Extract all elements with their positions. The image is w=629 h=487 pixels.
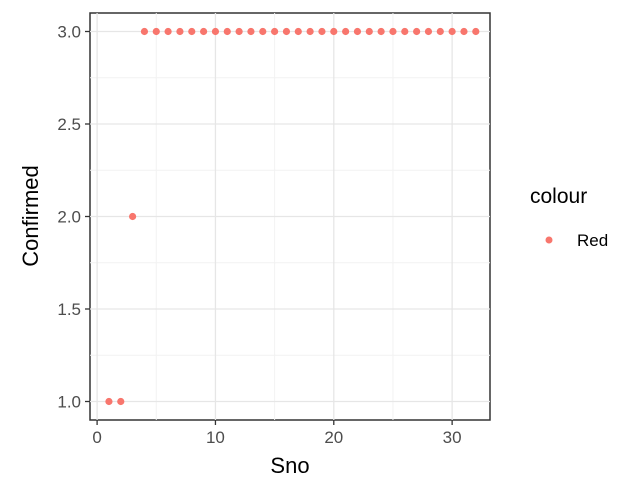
legend-title: colour xyxy=(530,185,587,208)
data-point xyxy=(164,27,172,36)
data-point xyxy=(211,27,220,36)
y-axis-ticks: 1.0 1.5 2.0 2.5 3.0 xyxy=(57,23,90,412)
x-axis-ticks: 0 10 20 30 xyxy=(92,420,462,447)
data-point xyxy=(330,27,338,36)
data-point xyxy=(259,27,267,36)
data-point xyxy=(129,212,137,221)
data-point xyxy=(389,27,397,36)
x-tick-label: 20 xyxy=(324,428,343,447)
data-point xyxy=(413,27,421,36)
data-point xyxy=(294,27,302,36)
data-point xyxy=(105,397,113,406)
data-point xyxy=(460,27,468,36)
data-point xyxy=(306,27,314,36)
legend-label-red: Red xyxy=(577,231,608,250)
data-point xyxy=(223,27,231,36)
x-tick-label: 0 xyxy=(92,428,101,447)
data-point xyxy=(318,27,326,36)
grid-major xyxy=(90,13,490,420)
data-point xyxy=(353,27,362,36)
y-axis-title: Confirmed xyxy=(18,165,43,266)
y-tick-label: 2.5 xyxy=(57,115,81,134)
data-point xyxy=(117,397,125,406)
data-point xyxy=(152,27,160,36)
data-point xyxy=(176,27,184,36)
data-point xyxy=(436,27,444,36)
data-point xyxy=(271,27,279,36)
data-point xyxy=(377,27,385,36)
data-point xyxy=(140,27,149,36)
data-point xyxy=(342,27,350,36)
x-tick-label: 10 xyxy=(206,428,225,447)
legend-key-red xyxy=(545,236,553,244)
data-point xyxy=(365,27,373,36)
data-point xyxy=(235,27,243,36)
data-points xyxy=(105,27,480,406)
data-point xyxy=(472,27,480,36)
data-point xyxy=(188,27,196,36)
x-tick-label: 30 xyxy=(443,428,462,447)
data-point xyxy=(247,27,255,36)
grid-minor xyxy=(90,13,490,420)
data-point xyxy=(424,27,433,36)
y-tick-label: 1.0 xyxy=(57,393,81,412)
y-tick-label: 1.5 xyxy=(57,300,81,319)
data-point xyxy=(401,27,409,36)
data-point xyxy=(200,27,208,36)
y-tick-label: 2.0 xyxy=(57,208,81,227)
legend: colour Red xyxy=(530,185,608,250)
data-point xyxy=(448,27,456,36)
x-axis-title: Sno xyxy=(270,453,309,478)
y-tick-label: 3.0 xyxy=(57,23,81,42)
data-point xyxy=(282,27,291,36)
